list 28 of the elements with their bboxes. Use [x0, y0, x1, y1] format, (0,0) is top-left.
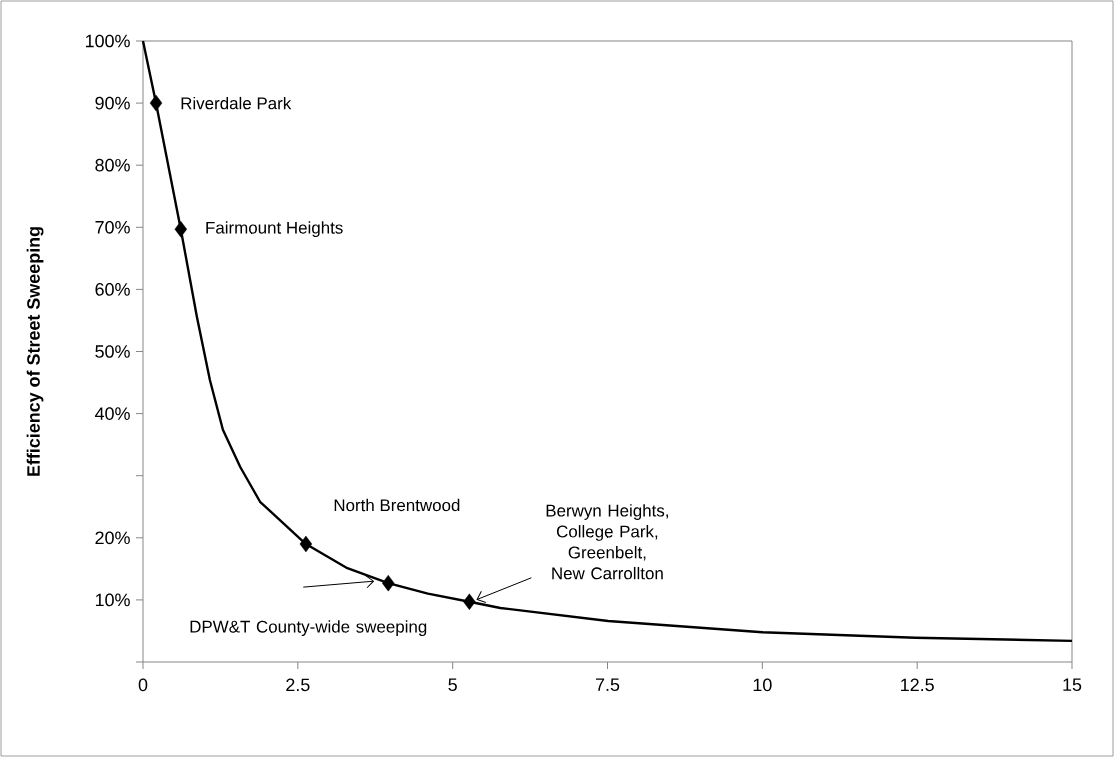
- y-tick-label: 50%: [95, 345, 130, 358]
- point: [174, 220, 187, 238]
- x-tick-label: 12.5: [901, 678, 934, 692]
- annotation: Fairmount Heights: [206, 221, 343, 238]
- y-tick-label: 20%: [95, 531, 130, 545]
- point: [149, 94, 163, 112]
- point: [299, 535, 313, 553]
- x-tick-label: 15: [1063, 678, 1082, 692]
- annotation: North Brentwood: [334, 498, 460, 512]
- annotation: Riverdale Park: [181, 96, 292, 110]
- point: [463, 593, 476, 610]
- annotation: Berwyn Heights, College Park, Greenbelt, New Carrollton: [546, 504, 668, 580]
- y-tick-label: 10%: [95, 593, 130, 607]
- x-tick-label: 10: [753, 678, 772, 692]
- y-tick-label: 60%: [95, 283, 130, 296]
- y-axis-title: Efficiency of Street Sweeping: [26, 227, 44, 476]
- y-tick-label: 90%: [95, 96, 130, 110]
- y-tick-label: 100%: [85, 34, 130, 48]
- line-series: [141, 39, 1074, 643]
- x-tick-label: 2.5: [286, 678, 310, 692]
- x-tick-label: 5: [448, 678, 457, 692]
- x-tick-label: 0: [138, 678, 148, 692]
- annotation: DPW&T County-wide sweeping: [190, 620, 427, 637]
- y-tick-label: 40%: [95, 407, 130, 420]
- x-tick-label: 7.5: [595, 678, 620, 692]
- point: [382, 574, 395, 592]
- y-tick-label: 80%: [95, 158, 130, 172]
- y-tick-label: 70%: [95, 220, 130, 234]
